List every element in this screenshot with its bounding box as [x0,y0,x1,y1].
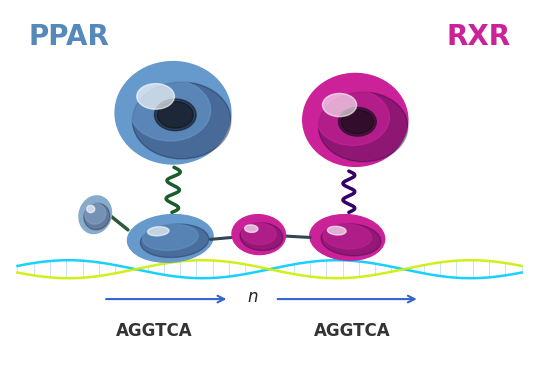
Text: PPAR: PPAR [28,23,109,51]
Ellipse shape [140,224,209,257]
Ellipse shape [245,225,258,232]
Ellipse shape [115,62,231,164]
Ellipse shape [137,84,175,109]
Ellipse shape [341,110,374,134]
Ellipse shape [142,224,198,250]
Text: RXR: RXR [447,23,511,51]
Ellipse shape [84,203,110,230]
Ellipse shape [79,196,112,233]
Ellipse shape [322,94,357,117]
Ellipse shape [338,107,376,136]
Ellipse shape [85,203,106,224]
Ellipse shape [232,215,286,254]
Ellipse shape [240,223,283,251]
Ellipse shape [129,79,211,141]
Ellipse shape [128,215,213,262]
Ellipse shape [327,226,346,235]
Text: AGGTCA: AGGTCA [116,322,192,340]
Ellipse shape [303,73,408,166]
Ellipse shape [148,227,169,236]
Ellipse shape [241,223,276,244]
Ellipse shape [321,224,381,256]
Ellipse shape [323,224,371,249]
Ellipse shape [133,82,231,159]
Ellipse shape [155,99,196,131]
Ellipse shape [157,102,194,128]
Ellipse shape [87,206,95,213]
Ellipse shape [310,215,385,260]
Ellipse shape [319,92,408,162]
Text: n: n [247,288,258,306]
Ellipse shape [316,90,390,146]
Text: AGGTCA: AGGTCA [314,322,391,340]
